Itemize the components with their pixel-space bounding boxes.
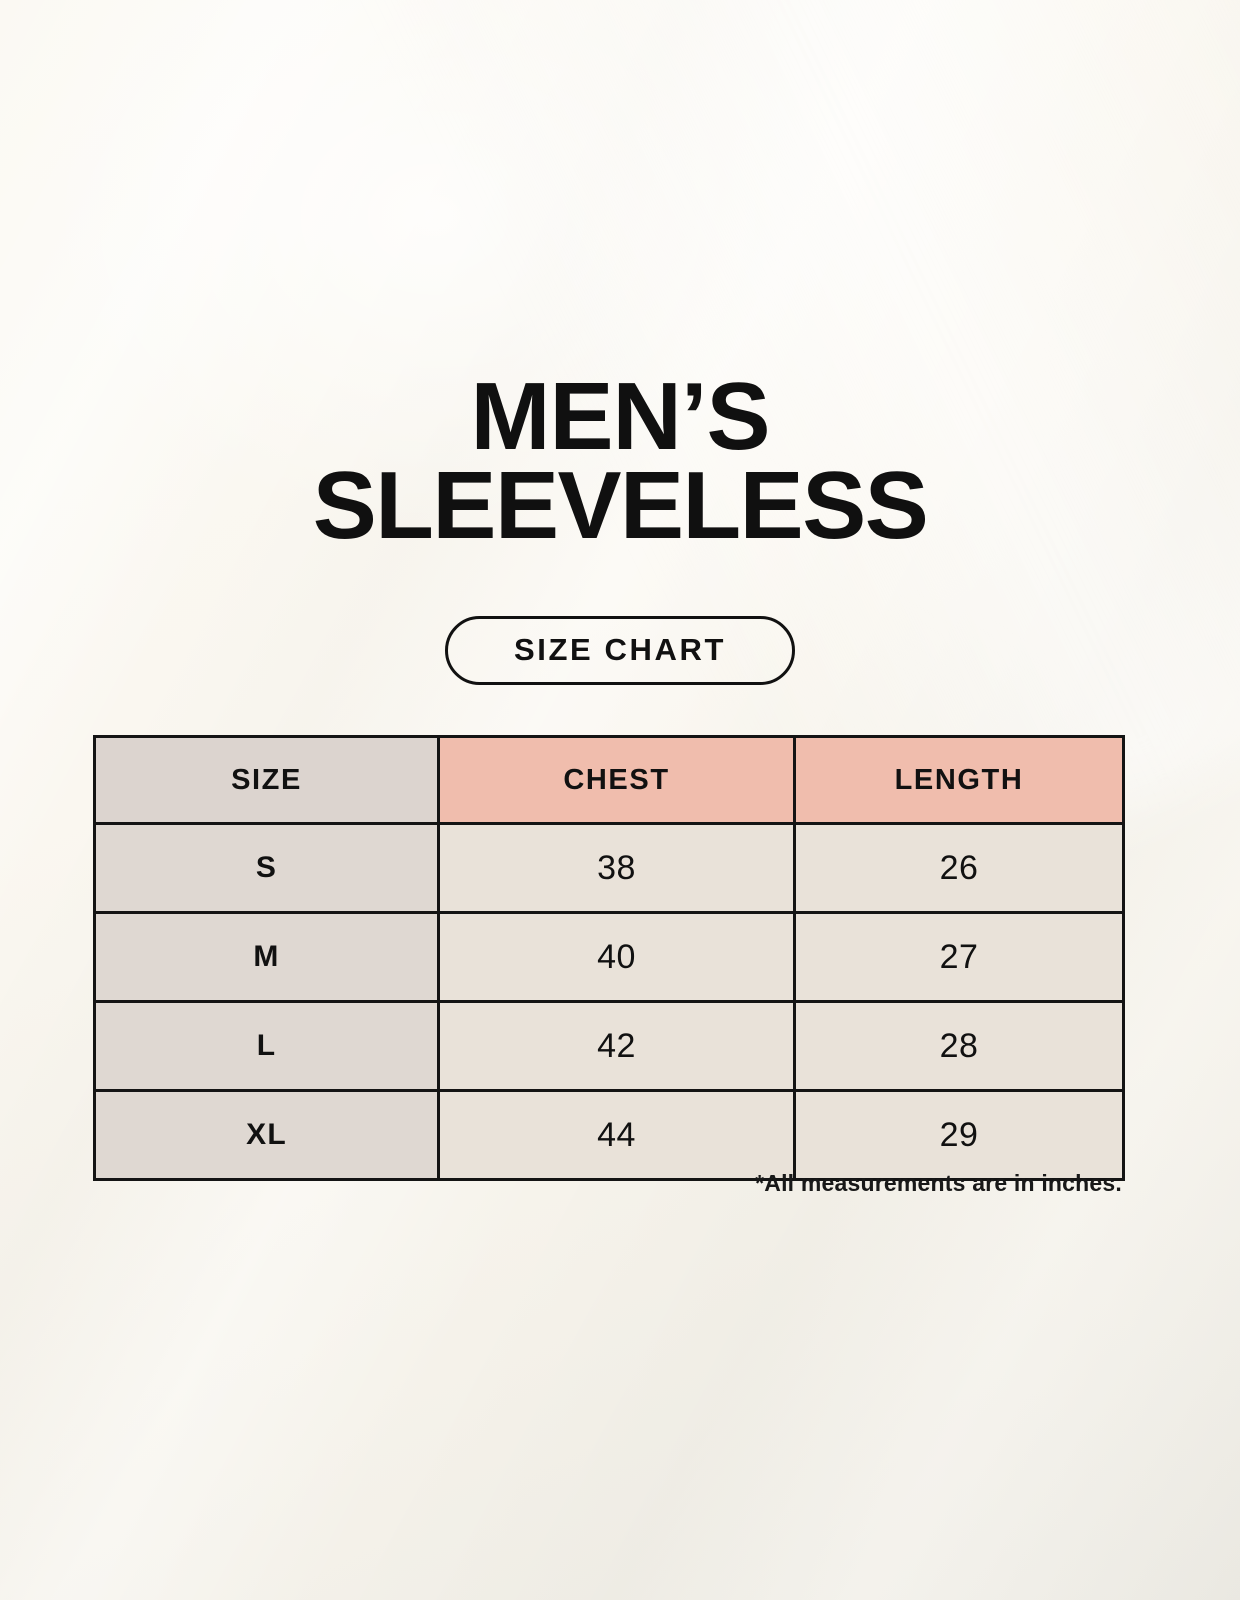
cell-chest-m: 40: [437, 911, 796, 1003]
title-line-1: MEN’S: [470, 363, 770, 470]
measurements-footnote: *All measurements are in inches.: [755, 1170, 1122, 1196]
table-row: XL 44 29: [93, 1089, 1125, 1181]
column-header-chest: CHEST: [437, 735, 796, 825]
cell-size-l: L: [93, 1000, 440, 1092]
size-table-body: S 38 26 M 40 27 L 42 28 XL 44 29: [93, 822, 1125, 1181]
cell-length-s: 26: [793, 822, 1125, 914]
table-row: S 38 26: [93, 822, 1125, 914]
size-chart-badge: SIZE CHART: [445, 616, 795, 685]
cell-length-l: 28: [793, 1000, 1125, 1092]
cell-size-xl: XL: [93, 1089, 440, 1181]
size-chart-badge-wrapper: SIZE CHART: [0, 616, 1240, 685]
table-row: L 42 28: [93, 1000, 1125, 1092]
size-table-wrapper: SIZE CHEST LENGTH S 38 26 M 40 27 L: [93, 735, 1125, 1181]
title-line-2: SLEEVELESS: [312, 452, 929, 560]
cell-size-m: M: [93, 911, 440, 1003]
size-table-head: SIZE CHEST LENGTH: [93, 735, 1125, 825]
page-title: MEN’S SLEEVELESS: [0, 363, 1240, 560]
table-row: M 40 27: [93, 911, 1125, 1003]
cell-chest-l: 42: [437, 1000, 796, 1092]
table-header-row: SIZE CHEST LENGTH: [93, 735, 1125, 825]
cell-chest-s: 38: [437, 822, 796, 914]
column-header-size: SIZE: [93, 735, 440, 825]
cell-length-m: 27: [793, 911, 1125, 1003]
cell-length-xl: 29: [793, 1089, 1125, 1181]
cell-size-s: S: [93, 822, 440, 914]
column-header-length: LENGTH: [793, 735, 1125, 825]
cell-chest-xl: 44: [437, 1089, 796, 1181]
size-table: SIZE CHEST LENGTH S 38 26 M 40 27 L: [93, 735, 1125, 1181]
